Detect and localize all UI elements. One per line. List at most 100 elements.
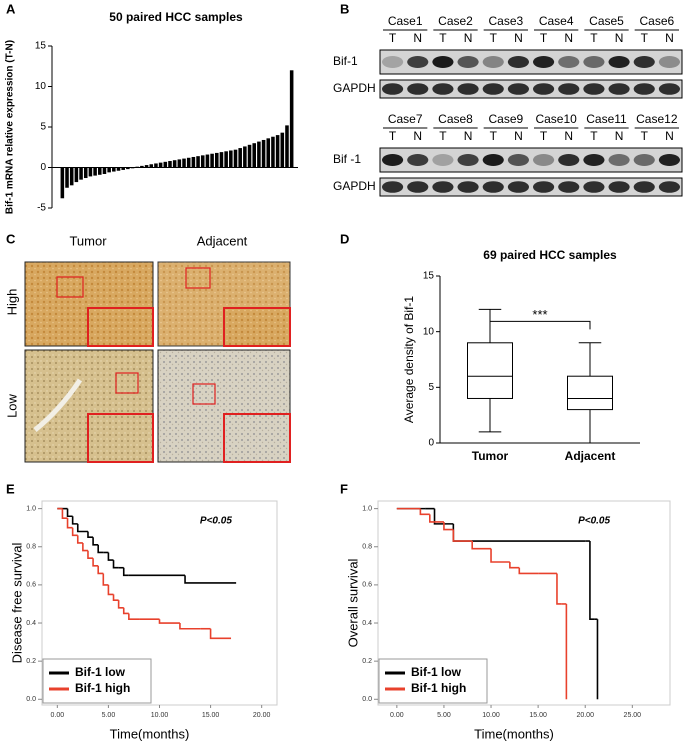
- bar: [163, 161, 168, 168]
- inset: [87, 307, 154, 347]
- survival-step: [452, 523, 586, 542]
- lane-label: T: [641, 31, 649, 45]
- chart-title: 50 paired HCC samples: [109, 10, 243, 24]
- blot-band: [633, 83, 655, 95]
- bar: [233, 149, 238, 168]
- survival-step: [556, 573, 562, 605]
- blot-band: [658, 83, 680, 95]
- survival-step: [61, 508, 68, 519]
- panel-label: A: [6, 1, 16, 16]
- case-label: Case4: [539, 14, 574, 28]
- survival-step: [518, 567, 539, 575]
- ihc-row-label: Low: [4, 393, 19, 417]
- case-label: Case8: [438, 112, 473, 126]
- bar: [252, 143, 256, 168]
- survival-step: [209, 628, 232, 640]
- blot-band: [482, 56, 504, 68]
- x-tick-label: 15.00: [529, 712, 547, 719]
- survival-step: [97, 544, 104, 554]
- blot-band: [658, 154, 680, 166]
- survival-step: [66, 508, 73, 518]
- blot-band: [558, 154, 580, 166]
- blot-band: [507, 83, 529, 95]
- survival-step: [471, 541, 492, 550]
- ihc-images: [24, 261, 291, 463]
- bar: [83, 167, 88, 179]
- blot-band: [658, 181, 680, 193]
- plot-frame: [377, 500, 671, 706]
- lane-label: N: [564, 31, 573, 45]
- survival-step: [82, 542, 88, 552]
- blot-row-label: GAPDH: [333, 179, 376, 193]
- bar: [186, 157, 191, 168]
- bar: [158, 162, 163, 168]
- blot-band: [382, 56, 404, 68]
- bar: [74, 167, 79, 183]
- chart-title: 69 paired HCC samples: [483, 248, 617, 262]
- y-axis-label: Bif-1 mRNA relative expression (T-N): [5, 40, 16, 214]
- bar: [144, 165, 149, 168]
- x-tick-label: 15.00: [202, 712, 220, 719]
- y-tick-label: 0.6: [362, 582, 372, 589]
- x-tick-label: 0.00: [51, 712, 65, 719]
- survival-step: [92, 558, 99, 567]
- survival-step: [112, 594, 119, 601]
- y-tick-label: 0.6: [26, 582, 36, 589]
- bar: [177, 159, 182, 168]
- blot-band: [533, 181, 555, 193]
- annotation: ***: [532, 307, 547, 322]
- bar: [215, 152, 219, 168]
- bar: [172, 160, 177, 168]
- y-tick-label: 10: [35, 81, 47, 92]
- survival-step: [92, 537, 99, 546]
- blot-band: [507, 154, 529, 166]
- blot-band: [432, 56, 454, 68]
- bar: [130, 167, 135, 169]
- case-label: Case1: [388, 14, 423, 28]
- bar: [196, 156, 200, 168]
- case-label: Case12: [636, 112, 678, 126]
- bar: [257, 141, 261, 168]
- ihc-column-label: Adjacent: [197, 233, 248, 248]
- x-tick-label: 25.00: [624, 712, 642, 719]
- y-axis-label: Average density of Bif-1: [402, 296, 416, 424]
- bar: [247, 144, 252, 168]
- survival-step: [87, 531, 94, 539]
- lane-label: N: [564, 129, 573, 143]
- survival-step: [419, 508, 430, 516]
- inset: [87, 413, 154, 463]
- blot-strip: [379, 147, 683, 173]
- lane-label: N: [464, 31, 473, 45]
- panel-label: F: [340, 481, 348, 496]
- survival-step: [452, 529, 473, 542]
- x-tick-label: 0.00: [390, 712, 404, 719]
- survival-step: [179, 623, 201, 630]
- lane-label: T: [540, 31, 548, 45]
- lane-label: N: [413, 129, 422, 143]
- blot-band: [407, 83, 429, 95]
- bar: [266, 138, 271, 168]
- blot-row-label: Bif-1: [333, 54, 358, 68]
- lane-label: N: [514, 129, 523, 143]
- case-label: Case5: [589, 14, 624, 28]
- survival-step: [66, 518, 73, 529]
- bar: [168, 161, 172, 168]
- bar: [126, 167, 130, 170]
- bar: [88, 167, 93, 177]
- bar: [205, 154, 210, 168]
- bar: [140, 165, 144, 168]
- box: [567, 375, 613, 411]
- x-tick-label: Adjacent: [565, 449, 616, 463]
- lane-label: N: [464, 129, 473, 143]
- bar: [200, 155, 205, 168]
- survival-step: [71, 527, 78, 537]
- x-axis-label: Time(months): [474, 726, 554, 741]
- survival-step: [71, 516, 78, 525]
- bar: [116, 167, 121, 171]
- inset-box: [185, 267, 211, 289]
- bar: [224, 151, 228, 168]
- bar: [79, 167, 83, 180]
- lane-label: T: [389, 31, 397, 45]
